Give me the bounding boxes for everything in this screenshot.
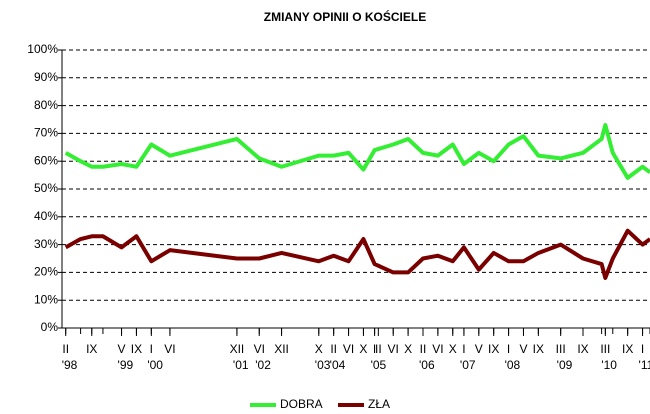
x-tick-label: XII [230,342,245,356]
x-year-label: '11 [639,358,650,372]
x-year-label: '10 [601,358,617,372]
x-tick-label: II [62,342,69,356]
x-tick-label: III [556,342,566,356]
x-tick-label: X [449,342,457,356]
y-tick-label: 40% [34,209,58,223]
x-tick-label: XII [274,342,289,356]
x-tick-label: X [315,342,323,356]
y-tick-label: 70% [34,126,58,140]
x-tick-label: I [641,342,644,356]
series-line [64,123,650,180]
x-tick-label: IX [533,342,544,356]
y-tick-label: 100% [27,42,58,56]
y-tick-label: 20% [34,265,58,279]
x-year-label: '00 [147,358,163,372]
x-tick-label: V [475,342,483,356]
chart-title: ZMIANY OPINII O KOŚCIELE [264,9,426,24]
x-tick-label: I [150,342,153,356]
x-tick-label: IX [577,342,588,356]
x-tick-label: IX [131,342,142,356]
x-year-label: '05 [371,358,387,372]
x-tick-label: X [404,342,412,356]
x-tick-label: VI [388,342,399,356]
x-tick-label: I [373,342,376,356]
x-year-label: '98 [62,358,78,372]
x-year-label: '99 [118,358,134,372]
y-tick-label: 60% [34,153,58,167]
x-tick-label: X [359,342,367,356]
y-tick-label: 50% [34,181,58,195]
x-tick-label: III [600,342,610,356]
x-tick-label: V [519,342,527,356]
x-tick-label: VI [432,342,443,356]
y-tick-label: 10% [34,292,58,306]
x-tick-label: IX [86,342,97,356]
x-tick-label: II [375,342,382,356]
series-line [64,228,650,280]
x-tick-label: IX [622,342,633,356]
x-tick-label: IX [488,342,499,356]
x-year-label: '01 [233,358,249,372]
x-tick-label: V [118,342,126,356]
x-tick-label: VI [254,342,265,356]
x-tick-label: I [507,342,510,356]
x-year-label: '02 [255,358,271,372]
y-tick-label: 90% [34,70,58,84]
x-year-label: '07 [460,358,476,372]
legend-label: DOBRA [280,397,323,411]
y-tick-label: 80% [34,98,58,112]
x-year-label: '04 [330,358,346,372]
y-tick-label: 0% [41,320,59,334]
x-tick-label: II [420,342,427,356]
x-year-label: '08 [505,358,521,372]
x-year-label: '06 [419,358,435,372]
x-tick-label: VI [164,342,175,356]
x-year-label: '03 [315,358,331,372]
x-year-label: '09 [557,358,573,372]
x-tick-label: VI [343,342,354,356]
x-tick-label: II [330,342,337,356]
x-tick-label: I [462,342,465,356]
legend-label: ZŁA [368,397,390,411]
y-tick-label: 30% [34,237,58,251]
